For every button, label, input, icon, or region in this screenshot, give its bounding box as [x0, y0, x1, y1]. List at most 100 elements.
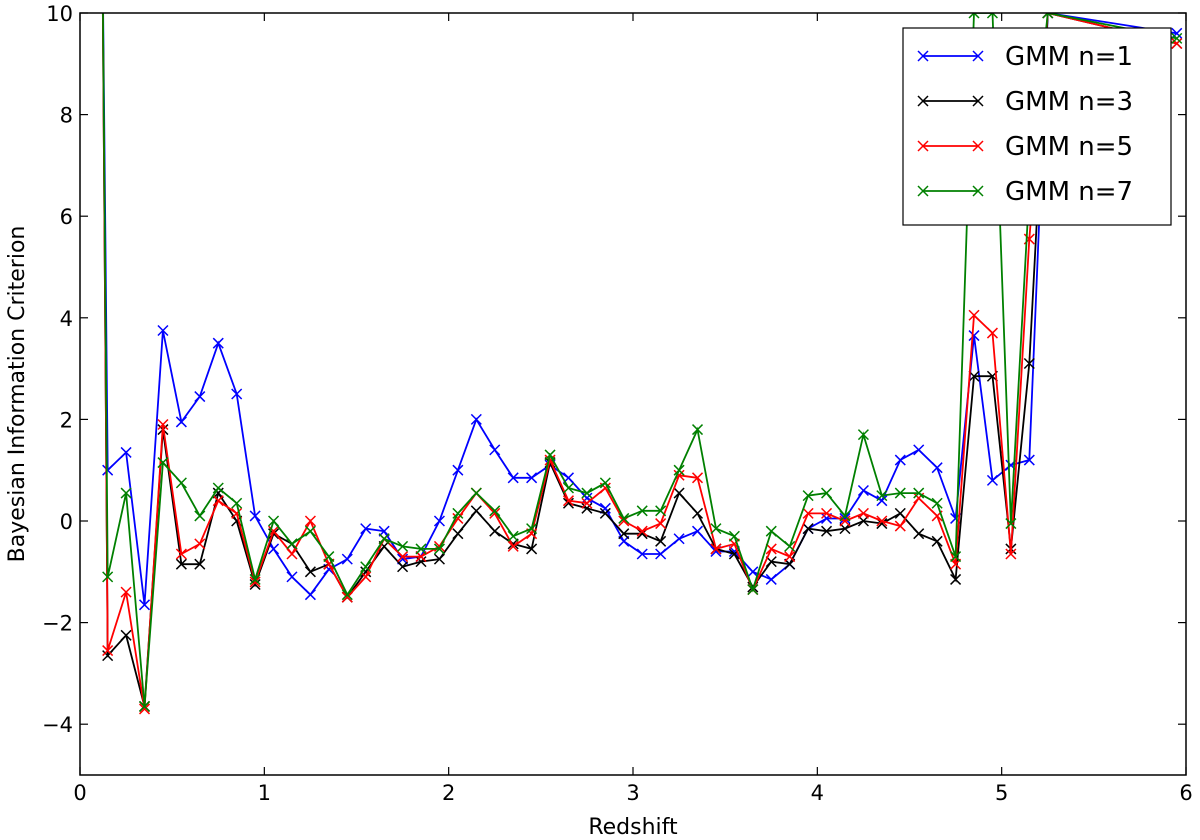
data-point [304, 566, 316, 578]
data-point [286, 571, 298, 583]
data-point [618, 528, 630, 540]
data-point [968, 370, 980, 382]
data-point [397, 561, 409, 573]
data-point [821, 507, 833, 519]
data-point [857, 484, 869, 497]
data-point [304, 589, 316, 601]
data-point [470, 487, 482, 499]
data-point [415, 556, 427, 568]
legend-label-gmm-n-5: GMM n=5 [1005, 132, 1133, 162]
data-point [857, 429, 869, 441]
x-tick-label: 3 [626, 781, 639, 805]
data-point [913, 444, 925, 456]
data-point [784, 551, 796, 563]
data-point [802, 523, 814, 535]
data-point [212, 482, 224, 494]
data-point [175, 416, 187, 428]
data-point [839, 512, 851, 524]
data-point [433, 515, 445, 527]
data-point [931, 462, 943, 474]
data-point [894, 507, 906, 519]
data-point [360, 571, 372, 583]
data-point [839, 515, 851, 527]
data-point [1005, 548, 1017, 560]
data-point [802, 490, 814, 502]
data-point [194, 558, 206, 570]
data-point [562, 495, 575, 507]
data-point [102, 645, 114, 657]
data-point [913, 528, 925, 540]
data-point [765, 543, 777, 555]
data-point [1005, 518, 1017, 530]
data-point [986, 474, 998, 486]
data-point [544, 454, 556, 466]
data-point [341, 553, 353, 565]
data-point [968, 13, 980, 19]
data-point [728, 530, 740, 542]
data-point [691, 525, 704, 537]
data-point [212, 337, 224, 349]
y-axis-label: Bayesian Information Criterion [5, 226, 30, 563]
data-point [581, 502, 593, 514]
legend-marker [917, 185, 929, 197]
data-point [194, 538, 206, 550]
data-point [1042, 13, 1054, 19]
legend-marker [917, 95, 929, 107]
data-point [691, 472, 704, 484]
data-point [599, 477, 611, 489]
data-point [655, 535, 667, 547]
series-layer [101, 13, 1183, 715]
data-point [581, 497, 593, 509]
data-point [618, 512, 630, 524]
data-point [489, 505, 501, 517]
data-point [102, 650, 114, 662]
data-point [489, 525, 501, 537]
data-point [249, 510, 261, 522]
legend-label-gmm-n-1: GMM n=1 [1005, 42, 1133, 72]
data-point [894, 520, 906, 532]
data-point [931, 497, 943, 509]
y-tick-label: 4 [60, 307, 73, 331]
data-point [378, 533, 390, 545]
data-point [876, 490, 888, 502]
data-point [452, 528, 464, 540]
data-point [526, 523, 538, 535]
data-point [599, 507, 611, 519]
data-point [470, 413, 482, 425]
data-point [839, 510, 851, 522]
data-point [747, 584, 759, 596]
data-point [231, 388, 243, 400]
data-point [931, 535, 943, 547]
x-tick-label: 0 [73, 781, 86, 805]
data-point [304, 525, 316, 537]
series-line-gmm-n-1 [102, 13, 1177, 605]
data-point [857, 507, 869, 519]
data-point [507, 540, 519, 552]
data-point [691, 424, 704, 436]
legend-marker [972, 95, 984, 107]
x-tick-label: 4 [811, 781, 824, 805]
legend-marker [972, 185, 984, 197]
axis-ticks: 0 1 2 3 4 5 6 −4 −2 0 2 4 6 8 10 [42, 2, 1193, 805]
data-point [581, 487, 593, 499]
data-point [562, 482, 575, 494]
data-point [821, 525, 833, 537]
data-point [1171, 37, 1183, 50]
legend-marker [917, 140, 929, 152]
data-point [876, 515, 888, 527]
data-point [360, 523, 372, 535]
data-point [581, 492, 593, 504]
y-tick-label: 10 [46, 2, 73, 26]
data-point [120, 629, 132, 641]
y-tick-label: 2 [60, 408, 73, 432]
data-point [765, 573, 777, 585]
data-point [1171, 32, 1183, 44]
data-point [950, 573, 962, 585]
x-tick-label: 5 [995, 781, 1008, 805]
data-point [968, 309, 980, 321]
data-point [1023, 357, 1035, 370]
data-point [175, 548, 187, 560]
legend: GMM n=1 GMM n=3 GMM n=5 GMM n=7 [902, 27, 1172, 226]
data-point [120, 586, 132, 598]
data-point [323, 551, 335, 563]
